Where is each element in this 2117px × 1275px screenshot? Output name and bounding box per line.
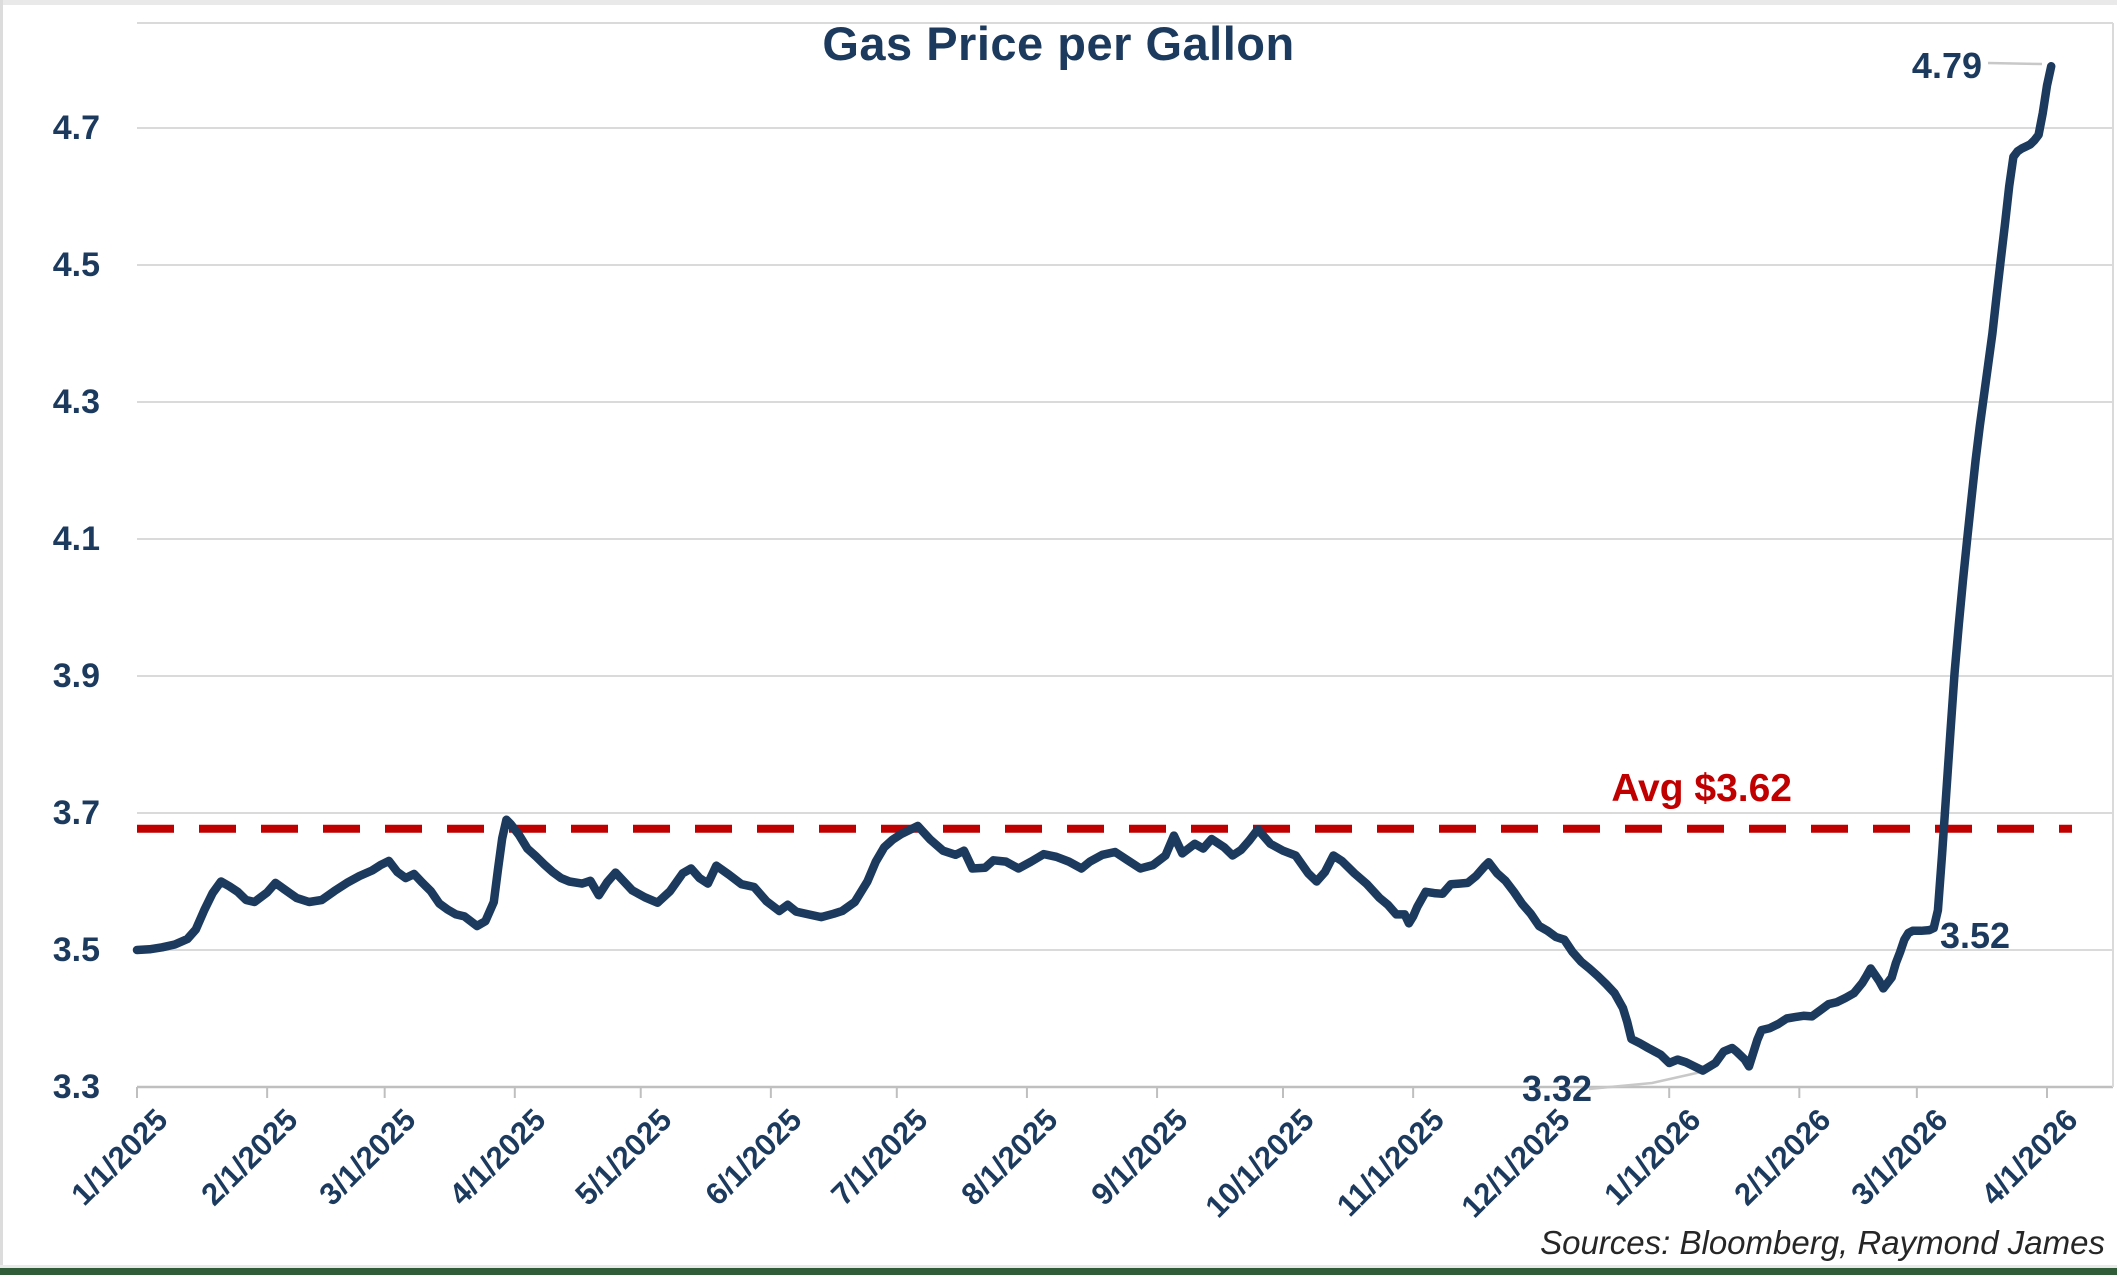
page-bottom-gray-line bbox=[0, 1265, 2117, 1268]
y-axis-label: 4.7 bbox=[52, 109, 100, 147]
sources-note: Sources: Bloomberg, Raymond James bbox=[1540, 1224, 2105, 1261]
data-label-pre-spike: 3.52 bbox=[1940, 915, 2011, 956]
leader-line-min bbox=[1588, 1070, 1702, 1091]
y-axis-label: 4.1 bbox=[52, 520, 100, 558]
leader-line-max bbox=[1987, 61, 2043, 66]
y-axis-label: 4.3 bbox=[52, 383, 100, 421]
page-top-edge bbox=[0, 0, 2117, 5]
y-axis-label: 3.7 bbox=[52, 794, 100, 832]
page-left-edge bbox=[0, 0, 3, 1275]
data-label-max: 4.79 bbox=[1911, 45, 1982, 86]
y-axis-label: 4.5 bbox=[52, 246, 100, 284]
y-axis-label: 3.5 bbox=[52, 931, 100, 969]
price-line-series bbox=[132, 62, 2056, 1075]
y-axis-label: 3.9 bbox=[52, 657, 100, 695]
chart-title: Gas Price per Gallon bbox=[822, 17, 1295, 70]
y-axis-label: 3.3 bbox=[52, 1068, 100, 1106]
average-line-label: Avg $3.62 bbox=[1611, 767, 1792, 810]
data-label-min: 3.32 bbox=[1522, 1068, 1593, 1109]
page-bottom-accent-line bbox=[0, 1268, 2117, 1275]
